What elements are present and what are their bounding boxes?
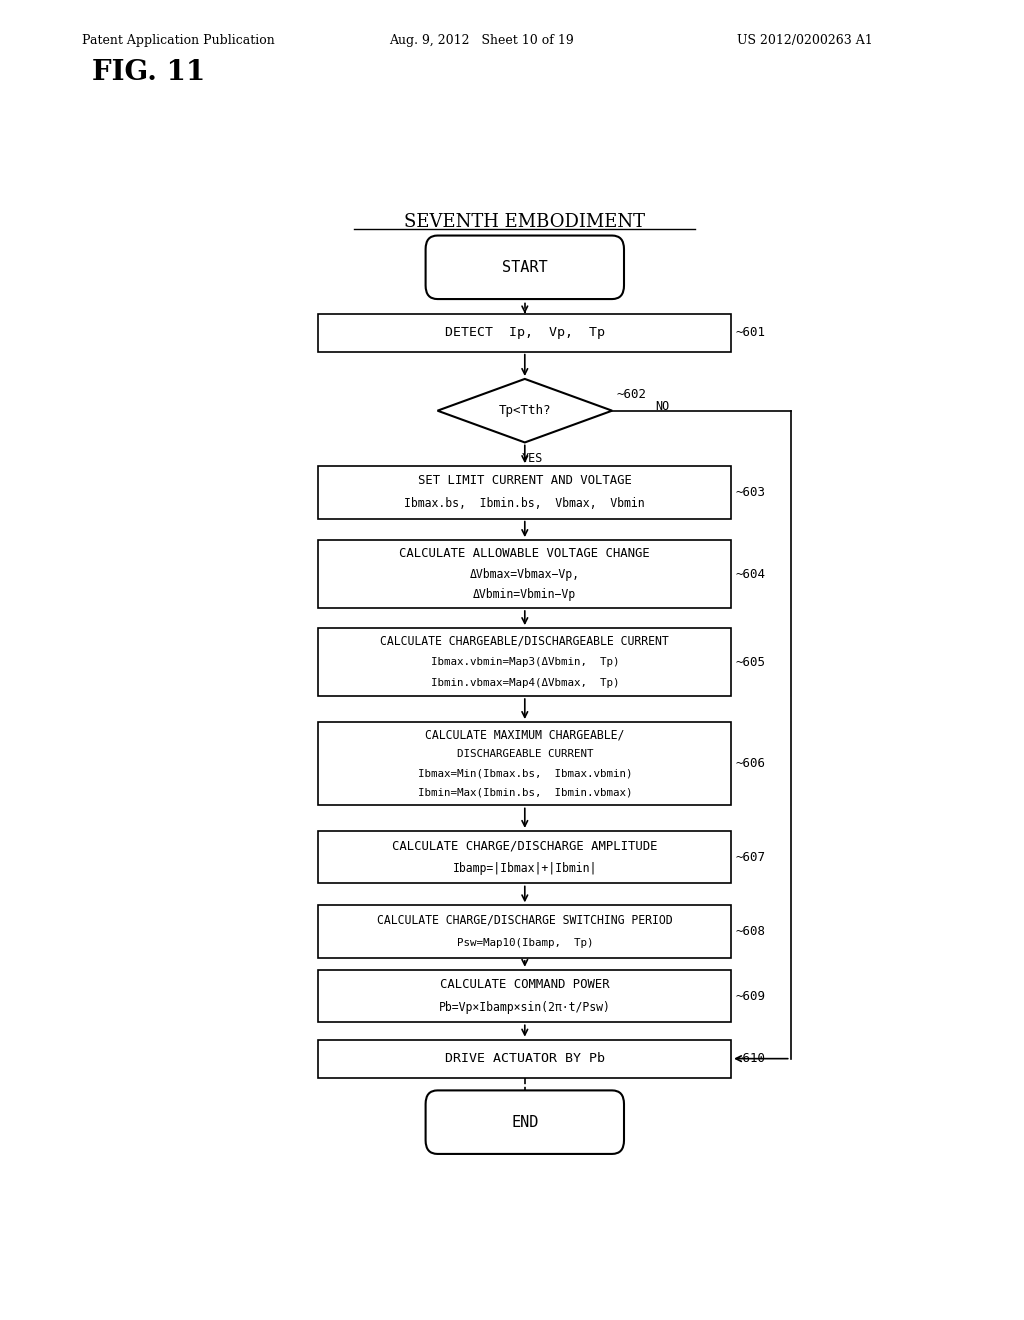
Text: ~606: ~606	[735, 758, 765, 770]
Text: Tp<Tth?: Tp<Tth?	[499, 404, 551, 417]
Bar	[318, 830, 731, 883]
Bar	[318, 906, 731, 958]
Text: END: END	[511, 1114, 539, 1130]
Bar	[318, 628, 731, 696]
Text: Ibmax=Min(Ibmax.bs,  Ibmax.vbmin): Ibmax=Min(Ibmax.bs, Ibmax.vbmin)	[418, 768, 632, 779]
Text: CALCULATE CHARGE/DISCHARGE SWITCHING PERIOD: CALCULATE CHARGE/DISCHARGE SWITCHING PER…	[377, 913, 673, 927]
Polygon shape	[437, 379, 612, 442]
Text: SET LIMIT CURRENT AND VOLTAGE: SET LIMIT CURRENT AND VOLTAGE	[418, 474, 632, 487]
Text: NO: NO	[655, 400, 670, 413]
Text: CALCULATE MAXIMUM CHARGEABLE/: CALCULATE MAXIMUM CHARGEABLE/	[425, 729, 625, 741]
Text: ~605: ~605	[735, 656, 765, 668]
Text: CALCULATE COMMAND POWER: CALCULATE COMMAND POWER	[440, 978, 609, 991]
FancyBboxPatch shape	[426, 1090, 624, 1154]
Text: Ibamp=|Ibmax|+|Ibmin|: Ibamp=|Ibmax|+|Ibmin|	[453, 862, 597, 875]
Text: ~608: ~608	[735, 925, 765, 939]
Text: Psw=Map10(Ibamp,  Tp): Psw=Map10(Ibamp, Tp)	[457, 939, 593, 948]
Text: Ibmax.vbmin=Map3(ΔVbmin,  Tp): Ibmax.vbmin=Map3(ΔVbmin, Tp)	[430, 657, 620, 667]
Text: START: START	[502, 260, 548, 275]
Text: Ibmin=Max(Ibmin.bs,  Ibmin.vbmax): Ibmin=Max(Ibmin.bs, Ibmin.vbmax)	[418, 788, 632, 797]
Text: ~601: ~601	[735, 326, 765, 339]
Text: DISCHARGEABLE CURRENT: DISCHARGEABLE CURRENT	[457, 748, 593, 759]
Text: Pb=Vp×Ibamp×sin(2π·t/Psw): Pb=Vp×Ibamp×sin(2π·t/Psw)	[439, 1001, 610, 1014]
Text: ~610: ~610	[735, 1052, 765, 1065]
Text: CALCULATE CHARGEABLE/DISCHARGEABLE CURRENT: CALCULATE CHARGEABLE/DISCHARGEABLE CURRE…	[381, 635, 669, 648]
Bar	[318, 540, 731, 609]
Text: US 2012/0200263 A1: US 2012/0200263 A1	[737, 34, 873, 48]
Bar	[318, 970, 731, 1022]
Bar	[318, 314, 731, 351]
Text: Ibmax.bs,  Ibmin.bs,  Vbmax,  Vbmin: Ibmax.bs, Ibmin.bs, Vbmax, Vbmin	[404, 498, 645, 511]
Text: ~602: ~602	[616, 388, 646, 401]
Text: FIG. 11: FIG. 11	[92, 59, 206, 86]
Text: YES: YES	[522, 451, 544, 465]
Text: CALCULATE ALLOWABLE VOLTAGE CHANGE: CALCULATE ALLOWABLE VOLTAGE CHANGE	[399, 546, 650, 560]
Text: DRIVE ACTUATOR BY Pb: DRIVE ACTUATOR BY Pb	[444, 1052, 605, 1065]
Text: Patent Application Publication: Patent Application Publication	[82, 34, 274, 48]
Bar	[318, 722, 731, 805]
Text: CALCULATE CHARGE/DISCHARGE AMPLITUDE: CALCULATE CHARGE/DISCHARGE AMPLITUDE	[392, 840, 657, 853]
Bar	[318, 466, 731, 519]
Text: ~603: ~603	[735, 486, 765, 499]
Text: Ibmin.vbmax=Map4(ΔVbmax,  Tp): Ibmin.vbmax=Map4(ΔVbmax, Tp)	[430, 677, 620, 688]
FancyBboxPatch shape	[426, 235, 624, 300]
Text: ~607: ~607	[735, 850, 765, 863]
Text: ΔVbmin=Vbmin−Vp: ΔVbmin=Vbmin−Vp	[473, 589, 577, 601]
Text: SEVENTH EMBODIMENT: SEVENTH EMBODIMENT	[404, 213, 645, 231]
Text: ~609: ~609	[735, 990, 765, 1002]
Text: ΔVbmax=Vbmax−Vp,: ΔVbmax=Vbmax−Vp,	[470, 568, 580, 581]
Text: ~604: ~604	[735, 568, 765, 581]
Bar	[318, 1040, 731, 1077]
Text: Aug. 9, 2012   Sheet 10 of 19: Aug. 9, 2012 Sheet 10 of 19	[389, 34, 573, 48]
Text: DETECT  Ip,  Vp,  Tp: DETECT Ip, Vp, Tp	[444, 326, 605, 339]
